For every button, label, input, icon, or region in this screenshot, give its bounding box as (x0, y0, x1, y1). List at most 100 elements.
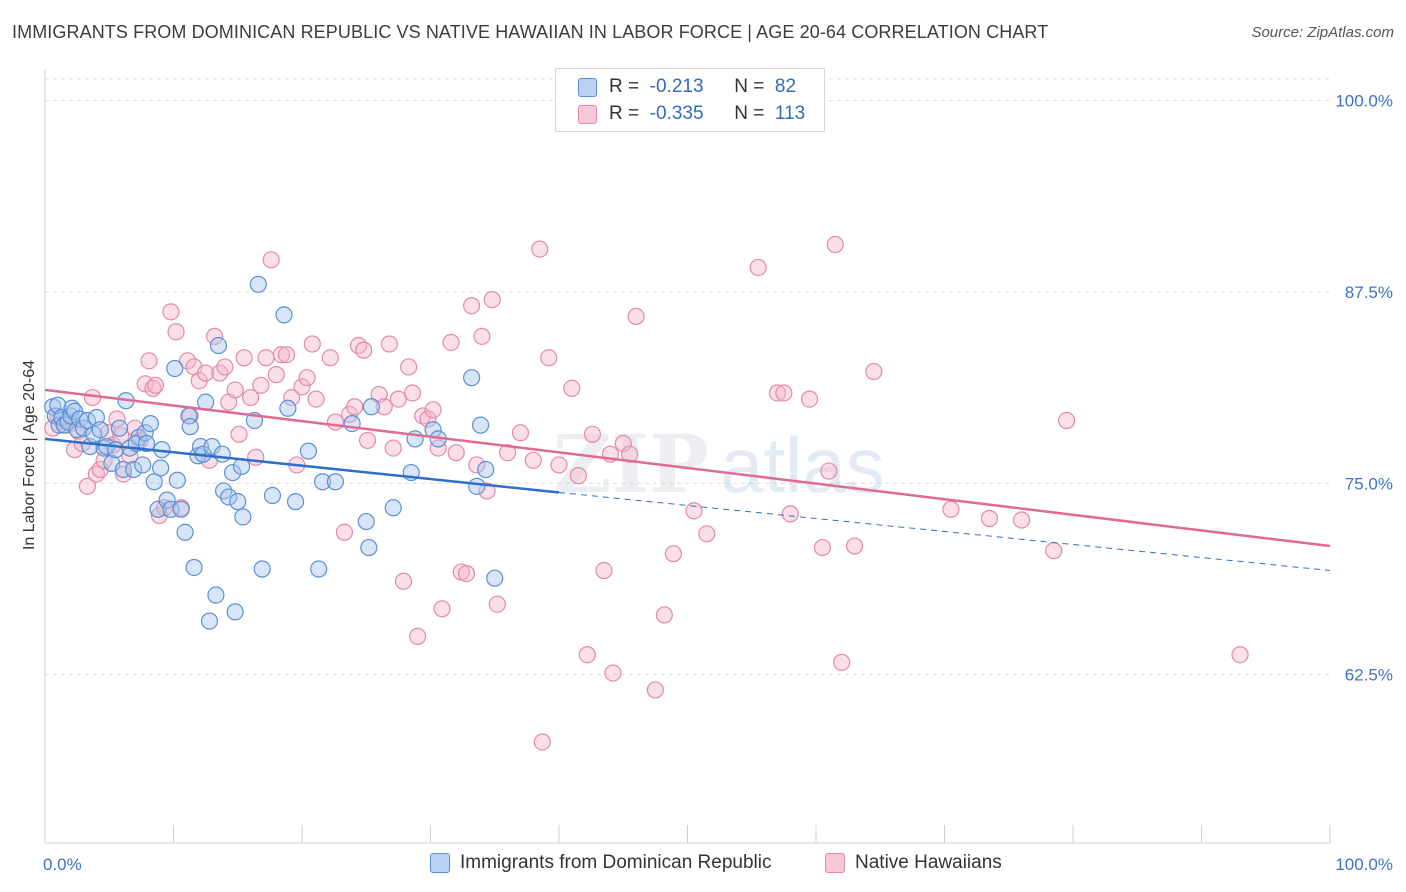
data-point (277, 346, 296, 364)
data-point (185, 558, 203, 577)
data-point (141, 414, 159, 433)
data-point (429, 439, 447, 457)
data-point (820, 462, 838, 480)
watermark-atlas: atlas (720, 421, 885, 509)
data-point (158, 491, 176, 509)
y-tick-label: 75.0% (1345, 474, 1393, 493)
data-point (488, 595, 506, 613)
data-point (349, 336, 368, 355)
data-point (213, 445, 231, 463)
y-tick-label: 62.5% (1345, 666, 1393, 685)
data-point (140, 352, 158, 370)
legend-item-dominican-republic: Immigrants from Dominican Republic (430, 852, 772, 874)
data-point (78, 477, 97, 495)
data-point (168, 471, 186, 489)
y-tick-labels: 62.5% 75.0% 87.5% 100.0% (1335, 92, 1393, 685)
data-point (403, 384, 422, 402)
data-point (307, 390, 325, 408)
data-point (414, 407, 432, 425)
y-tick-label: 100.0% (1335, 92, 1393, 111)
data-point (511, 424, 530, 442)
data-point (279, 399, 297, 417)
watermark: ZIP atlas (553, 417, 885, 511)
data-point (698, 525, 716, 543)
data-point (468, 477, 486, 495)
data-point (531, 240, 549, 258)
data-point (207, 586, 225, 604)
data-point (1012, 511, 1031, 529)
data-point (263, 486, 282, 505)
data-point (137, 434, 156, 453)
data-point (457, 564, 476, 583)
data-point (583, 425, 602, 443)
data-point (865, 362, 883, 381)
data-point (247, 448, 265, 466)
data-point (813, 538, 832, 557)
data-point (578, 646, 596, 664)
n-value: 82 (774, 76, 797, 97)
series-native-hawaiians (44, 235, 1249, 751)
data-point (800, 390, 819, 408)
legend-item-native-hawaiians: Native Hawaiians (825, 852, 1002, 874)
stats-row-pink: R = -0.335 N = 113 (578, 102, 805, 126)
n-label: N = (734, 76, 765, 97)
data-point (499, 444, 517, 462)
data-point (206, 327, 224, 345)
data-point (1057, 411, 1076, 430)
data-point (550, 456, 568, 474)
data-point (257, 349, 275, 367)
data-point (226, 381, 244, 399)
data-point (569, 467, 587, 485)
data-point (335, 523, 354, 541)
grid-lines (45, 78, 1330, 676)
data-point (78, 411, 97, 430)
data-point (162, 303, 180, 321)
data-point (375, 398, 393, 416)
data-point (355, 341, 373, 359)
pink-swatch (578, 104, 597, 124)
axes (44, 70, 1331, 844)
y-axis-label: In Labor Force | Age 20-64 (21, 360, 38, 550)
data-point (833, 653, 851, 671)
data-point (144, 379, 162, 397)
data-point (176, 523, 194, 541)
data-point (980, 509, 999, 528)
data-point (197, 364, 215, 382)
data-point (149, 500, 167, 518)
legend-swatch-blue (430, 853, 450, 873)
data-point (433, 600, 451, 618)
data-point (563, 379, 581, 397)
stats-legend: R = -0.213 N = 82 R = -0.335 N = 113 (555, 68, 825, 132)
data-point (326, 473, 345, 491)
data-point (346, 398, 364, 416)
data-point (394, 572, 413, 590)
data-point (299, 442, 318, 460)
data-point (200, 612, 219, 630)
data-point (114, 465, 132, 483)
data-point (235, 349, 253, 367)
legend-swatch-pink (825, 853, 845, 873)
data-point (749, 258, 767, 277)
n-value: 113 (774, 103, 806, 124)
data-point (400, 358, 418, 376)
trend-line-blue-extension (558, 491, 1331, 572)
data-point (283, 388, 301, 407)
data-point (685, 502, 703, 520)
data-point (468, 456, 486, 474)
data-point (110, 419, 129, 437)
r-value: -0.213 (649, 76, 704, 97)
data-point (358, 431, 377, 450)
x-tick-labels: 0.0% 100.0% (43, 855, 1393, 874)
data-point (419, 410, 437, 428)
data-point (604, 664, 622, 682)
data-point (91, 421, 109, 439)
legend-label: Native Hawaiians (855, 852, 1002, 873)
data-point (384, 439, 402, 457)
data-point (145, 473, 163, 491)
data-point (409, 627, 427, 645)
data-point (614, 434, 632, 453)
data-point (826, 235, 844, 254)
data-point (303, 335, 321, 353)
data-point (595, 561, 613, 580)
data-point (310, 560, 328, 578)
